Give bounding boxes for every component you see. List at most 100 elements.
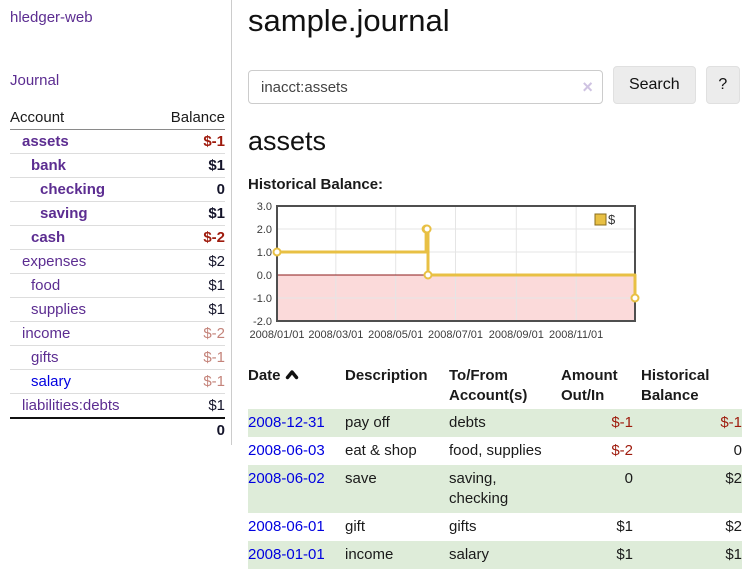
column-header-description: Description (345, 367, 428, 384)
accounts-header-row: Account Balance (10, 107, 225, 130)
transaction-description: gift (345, 518, 366, 535)
main-content: sample.journal × Search ? assets Histori… (232, 0, 742, 569)
account-balance: $1 (153, 153, 225, 178)
search-input[interactable] (248, 70, 603, 104)
account-balance: $2 (153, 249, 225, 274)
account-link[interactable]: salary (31, 373, 72, 390)
account-balance: $-2 (153, 321, 225, 346)
account-link[interactable]: supplies (31, 301, 87, 318)
svg-text:1.0: 1.0 (257, 247, 272, 259)
transaction-date-link[interactable]: 2008-06-03 (248, 442, 325, 459)
account-link[interactable]: bank (31, 157, 67, 174)
svg-text:3.0: 3.0 (257, 201, 272, 213)
svg-text:2008/09/01: 2008/09/01 (489, 329, 544, 341)
sidebar: hledger-web Journal Account Balance asse… (0, 0, 232, 445)
account-row: food $1 (10, 273, 225, 298)
search-form: × Search ? (248, 66, 740, 104)
account-balance: 0 (153, 177, 225, 202)
account-link[interactable]: checking (40, 181, 106, 198)
account-row: salary $-1 (10, 369, 225, 394)
transaction-description: eat & shop (345, 442, 417, 459)
transaction-description: income (345, 546, 394, 563)
transaction-balance: 0 (733, 442, 742, 459)
svg-text:2008/11/01: 2008/11/01 (549, 329, 603, 341)
help-button[interactable]: ? (705, 66, 740, 104)
register-row: 2008-12-31 pay off debts $-1 $-1 (248, 409, 742, 437)
account-link[interactable]: cash (31, 229, 66, 246)
transaction-accounts: salary (449, 546, 490, 563)
transaction-balance: $2 (725, 470, 742, 487)
accounts-header-account: Account (10, 107, 154, 130)
app-brand-link[interactable]: hledger-web (10, 9, 93, 26)
account-row: assets $-1 (10, 130, 225, 154)
svg-text:0.0: 0.0 (257, 270, 272, 282)
sidebar-nav: Journal (10, 71, 231, 91)
accounts-header-balance: Balance (153, 107, 225, 130)
historical-balance-chart: 3.0 2.0 1.0 0.0 -1.0 -2.0 2008/01/01 2008/03/01… (248, 198, 740, 350)
account-balance: $-1 (203, 133, 225, 150)
account-balance: $1 (153, 273, 225, 298)
transaction-description: pay off (345, 414, 390, 431)
page-title: sample.journal (248, 3, 450, 38)
date-header-label: Date (248, 367, 281, 384)
accounts-total-row: 0 (10, 417, 225, 442)
svg-text:2008/03/01: 2008/03/01 (308, 329, 363, 341)
transaction-date-link[interactable]: 2008-06-02 (248, 470, 325, 487)
nav-journal-link[interactable]: Journal (10, 72, 60, 89)
account-link[interactable]: liabilities:debts (22, 397, 120, 414)
transaction-accounts: saving, checking (449, 470, 509, 507)
column-header-balance: Historical Balance (641, 367, 710, 404)
register-row: 2008-06-02 save saving, checking 0 $2 (248, 465, 742, 513)
account-row: expenses $2 (10, 249, 225, 274)
account-row: bank $1 (10, 153, 225, 178)
account-balance: $-1 (153, 345, 225, 370)
account-row: supplies $1 (10, 297, 225, 322)
transaction-balance: $2 (725, 518, 742, 535)
svg-text:2008/01/01: 2008/01/01 (249, 329, 304, 341)
account-link[interactable]: food (31, 277, 61, 294)
register-header-row: Date Description To/From Account(s) Amou… (248, 363, 742, 409)
sort-ascending-icon (285, 366, 299, 386)
column-header-accounts: To/From Account(s) (449, 367, 528, 404)
transaction-balance: $1 (725, 546, 742, 563)
legend-label: $ (608, 212, 616, 227)
column-header-date[interactable]: Date (248, 363, 345, 409)
account-link[interactable]: gifts (31, 349, 59, 366)
transaction-accounts: food, supplies (449, 442, 542, 459)
register-table: Date Description To/From Account(s) Amou… (248, 363, 742, 569)
register-row: 2008-06-03 eat & shop food, supplies $-2… (248, 437, 742, 465)
svg-text:-1.0: -1.0 (253, 293, 272, 305)
accounts-table: Account Balance assets $-1 bank $1 check… (10, 107, 225, 442)
clear-search-icon[interactable]: × (582, 77, 593, 97)
account-row: cash $-2 (10, 225, 225, 250)
account-balance: $1 (153, 297, 225, 322)
account-title: assets (248, 126, 327, 156)
svg-text:2.0: 2.0 (257, 224, 272, 236)
chart-title: Historical Balance: (248, 176, 384, 193)
register-row: 2008-01-01 income salary $1 $1 (248, 541, 742, 569)
account-link[interactable]: saving (40, 205, 88, 222)
account-row: saving $1 (10, 201, 225, 226)
transaction-accounts: debts (449, 414, 486, 431)
search-button[interactable]: Search (612, 66, 696, 104)
register-row: 2008-06-01 gift gifts $1 $2 (248, 513, 742, 541)
transaction-date-link[interactable]: 2008-06-01 (248, 518, 325, 535)
transaction-date-link[interactable]: 2008-12-31 (248, 414, 325, 431)
account-link[interactable]: expenses (22, 253, 87, 270)
account-balance: $1 (153, 393, 225, 418)
transaction-amount: $1 (616, 518, 633, 535)
account-link[interactable]: income (22, 325, 71, 342)
accounts-total-value: 0 (153, 417, 225, 442)
account-balance: $1 (153, 201, 225, 226)
transaction-amount: $-2 (611, 442, 633, 459)
transaction-amount: 0 (624, 470, 633, 487)
transaction-balance: $-1 (720, 414, 742, 431)
account-link[interactable]: assets (22, 133, 69, 150)
svg-text:-2.0: -2.0 (253, 316, 272, 328)
transaction-date-link[interactable]: 2008-01-01 (248, 546, 325, 563)
legend-swatch (594, 213, 607, 226)
svg-text:2008/07/01: 2008/07/01 (428, 329, 483, 341)
account-row: income $-2 (10, 321, 225, 346)
svg-text:2008/05/01: 2008/05/01 (368, 329, 423, 341)
